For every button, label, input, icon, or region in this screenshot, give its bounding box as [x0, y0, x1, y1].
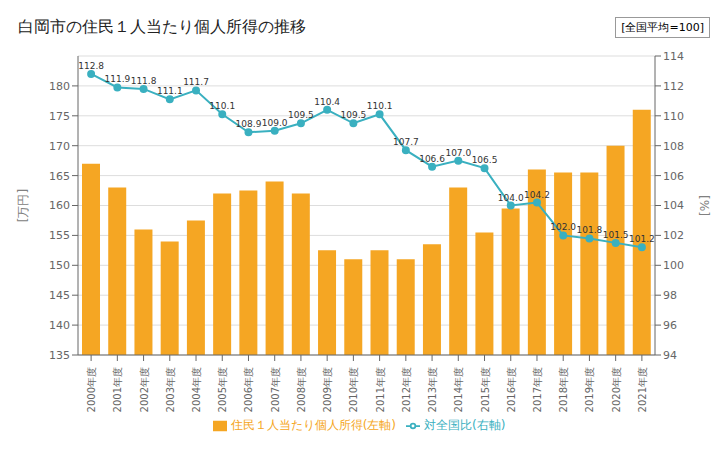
- svg-text:180: 180: [49, 80, 70, 93]
- svg-text:102: 102: [663, 229, 684, 242]
- svg-text:170: 170: [49, 140, 70, 153]
- svg-text:106: 106: [663, 170, 684, 183]
- svg-text:2004年度: 2004年度: [191, 367, 202, 412]
- svg-text:110.4: 110.4: [314, 97, 340, 107]
- svg-text:112: 112: [663, 80, 684, 93]
- svg-text:104: 104: [663, 199, 684, 212]
- svg-text:2011年度: 2011年度: [375, 367, 386, 412]
- svg-text:106.6: 106.6: [419, 154, 445, 164]
- svg-text:2020年度: 2020年度: [611, 367, 622, 412]
- svg-text:104.0: 104.0: [498, 193, 524, 203]
- svg-text:107.0: 107.0: [445, 148, 471, 158]
- svg-text:101.2: 101.2: [629, 234, 655, 244]
- svg-text:111.9: 111.9: [104, 74, 130, 84]
- svg-text:106.5: 106.5: [472, 155, 498, 165]
- svg-text:109.5: 109.5: [288, 110, 314, 120]
- svg-text:2016年度: 2016年度: [506, 367, 517, 412]
- html-text:白岡市の住民１人当たり個人所得の推移: 白岡市の住民１人当たり個人所得の推移: [18, 17, 306, 36]
- svg-text:2012年度: 2012年度: [401, 367, 412, 412]
- svg-text:108.9: 108.9: [236, 119, 262, 129]
- svg-text:2019年度: 2019年度: [584, 367, 595, 412]
- svg-text:175: 175: [49, 110, 70, 123]
- html-text:対全国比(右軸): 対全国比(右軸): [424, 418, 506, 432]
- svg-text:150: 150: [49, 259, 70, 272]
- svg-text:110.1: 110.1: [367, 101, 393, 111]
- svg-text:165: 165: [49, 170, 70, 183]
- svg-text:101.5: 101.5: [603, 230, 629, 240]
- svg-text:140: 140: [49, 319, 70, 332]
- svg-text:102.0: 102.0: [550, 222, 576, 232]
- svg-text:112.8: 112.8: [78, 61, 104, 71]
- svg-text:108: 108: [663, 140, 684, 153]
- svg-text:2003年度: 2003年度: [165, 367, 176, 412]
- svg-text:101.8: 101.8: [577, 225, 603, 235]
- svg-text:109.5: 109.5: [341, 110, 367, 120]
- svg-text:2005年度: 2005年度: [217, 367, 228, 412]
- svg-text:96: 96: [663, 319, 677, 332]
- svg-text:2006年度: 2006年度: [243, 367, 254, 412]
- svg-text:94: 94: [663, 349, 677, 362]
- svg-text:111.1: 111.1: [157, 86, 183, 96]
- svg-text:2000年度: 2000年度: [86, 367, 97, 412]
- svg-text:2013年度: 2013年度: [427, 367, 438, 412]
- svg-text:104.2: 104.2: [524, 190, 550, 200]
- svg-text:2014年度: 2014年度: [453, 367, 464, 412]
- html-text:住民１人当たり個人所得(左軸): 住民１人当たり個人所得(左軸): [230, 418, 396, 432]
- svg-text:2002年度: 2002年度: [139, 367, 150, 412]
- svg-text:2015年度: 2015年度: [480, 367, 491, 412]
- svg-text:2007年度: 2007年度: [270, 367, 281, 412]
- svg-text:107.7: 107.7: [393, 137, 419, 147]
- svg-text:2008年度: 2008年度: [296, 367, 307, 412]
- svg-text:2018年度: 2018年度: [558, 367, 569, 412]
- html-text:[全国平均=100]: [全国平均=100]: [621, 21, 704, 34]
- svg-text:2010年度: 2010年度: [348, 367, 359, 412]
- svg-text:98: 98: [663, 289, 677, 302]
- svg-text:155: 155: [49, 229, 70, 242]
- svg-text:114: 114: [663, 50, 684, 63]
- svg-text:109.0: 109.0: [262, 118, 288, 128]
- svg-text:111.8: 111.8: [131, 76, 157, 86]
- svg-text:110: 110: [663, 110, 684, 123]
- svg-text:[%]: [%]: [698, 195, 712, 216]
- svg-text:2017年度: 2017年度: [532, 367, 543, 412]
- svg-text:111.7: 111.7: [183, 77, 209, 87]
- svg-text:2021年度: 2021年度: [637, 367, 648, 412]
- svg-text:145: 145: [49, 289, 70, 302]
- svg-text:2001年度: 2001年度: [112, 367, 123, 412]
- svg-text:100: 100: [663, 259, 684, 272]
- svg-text:[万円]: [万円]: [16, 189, 30, 222]
- svg-text:110.1: 110.1: [209, 101, 235, 111]
- svg-text:2009年度: 2009年度: [322, 367, 333, 412]
- svg-text:160: 160: [49, 199, 70, 212]
- svg-text:135: 135: [49, 349, 70, 362]
